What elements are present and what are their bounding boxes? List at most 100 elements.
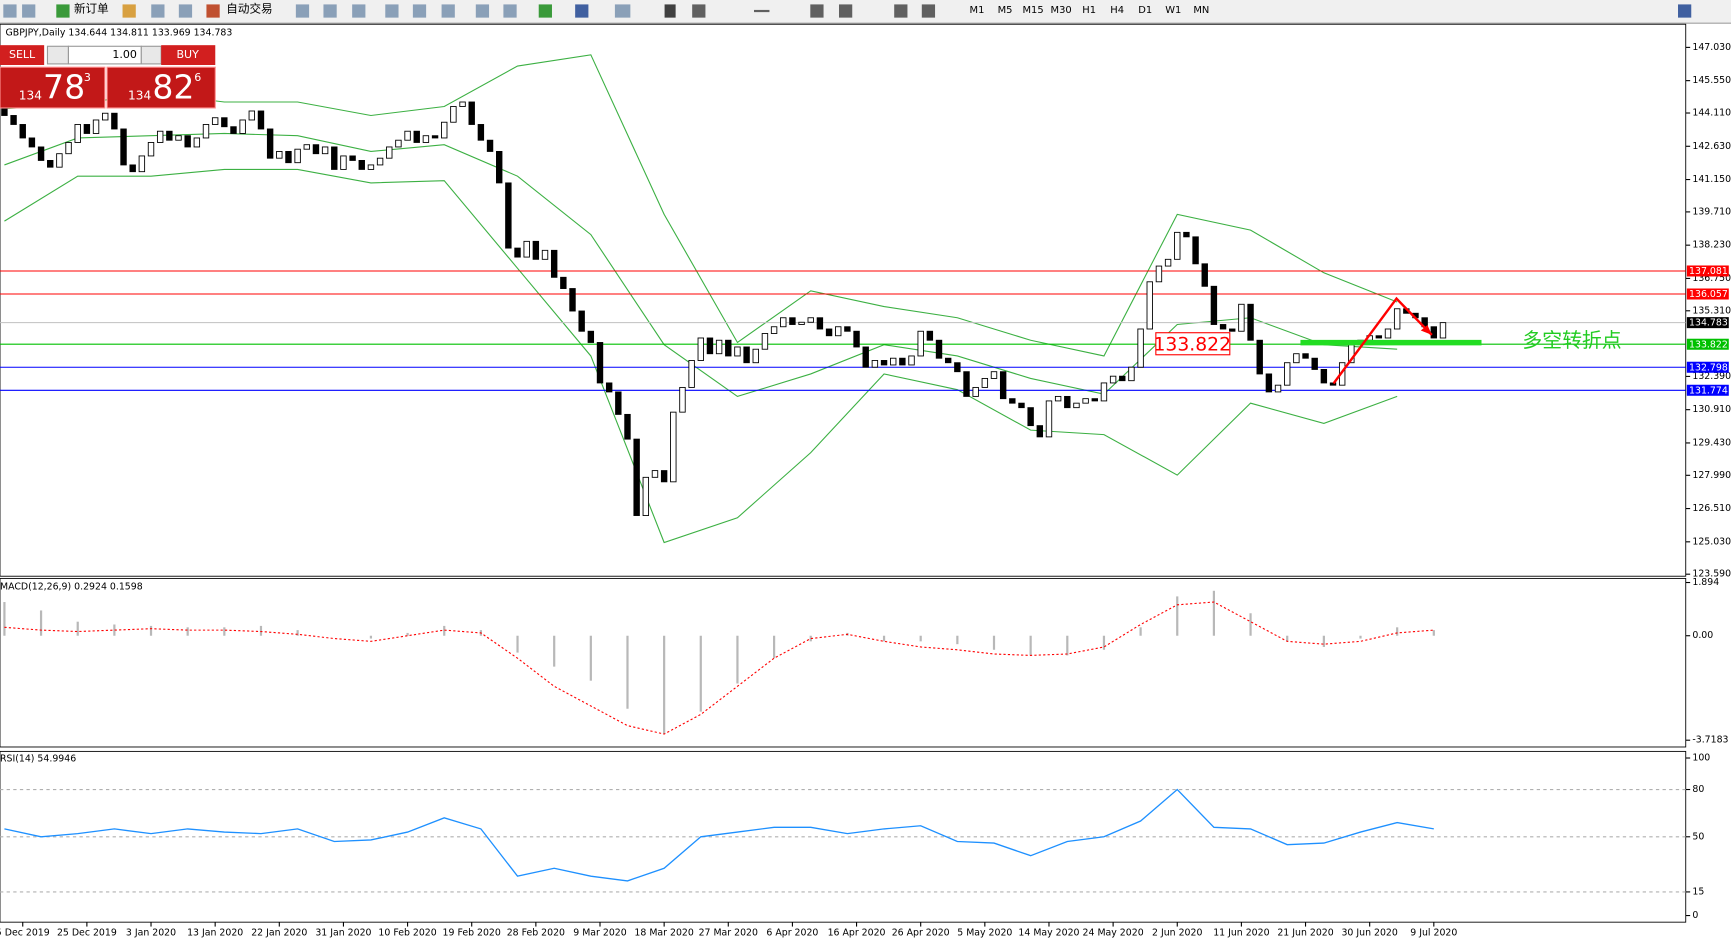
icon[interactable]	[692, 4, 706, 18]
candle	[331, 146, 338, 170]
icon[interactable]	[3, 4, 17, 18]
lot-up[interactable]	[140, 45, 162, 65]
icon[interactable]	[475, 4, 490, 18]
y-tick-label: 136.750	[1692, 273, 1731, 284]
toolbar	[0, 0, 1731, 24]
candle	[816, 317, 824, 330]
price-level-label: 131.774	[1689, 385, 1728, 396]
y-tick-label: 15	[1692, 886, 1704, 897]
icon[interactable]	[575, 4, 589, 18]
candle	[935, 339, 943, 359]
lot-down[interactable]	[46, 45, 69, 65]
timeframe-button[interactable]: M1	[970, 5, 985, 16]
candle	[578, 310, 585, 332]
icon[interactable]	[921, 4, 936, 18]
icon[interactable]	[503, 4, 517, 18]
candle	[1284, 362, 1291, 386]
icon[interactable]	[352, 4, 366, 18]
candle	[560, 276, 567, 289]
candle	[92, 119, 100, 134]
candle	[1274, 384, 1282, 393]
sell-pips[interactable]: 78	[43, 68, 85, 107]
candle	[120, 128, 127, 166]
candle	[47, 159, 54, 168]
timeframe-button[interactable]: W1	[1165, 5, 1181, 16]
icon[interactable]	[664, 4, 676, 18]
auto-trading-button[interactable]: 自动交易	[226, 1, 272, 15]
icon[interactable]	[22, 4, 36, 18]
buy-button[interactable]	[161, 45, 216, 66]
candle	[404, 130, 411, 141]
icon[interactable]	[441, 4, 455, 18]
timeframe-button[interactable]: D1	[1138, 5, 1152, 16]
icon[interactable]	[56, 4, 70, 18]
candle	[990, 371, 998, 379]
sell-fraction[interactable]: 3	[84, 71, 91, 84]
icon[interactable]	[206, 4, 220, 18]
price-annotation: 133.822	[1153, 334, 1231, 355]
y-tick-label: 0	[1692, 910, 1698, 921]
candle	[1091, 398, 1098, 402]
x-tick-label: 30 Jun 2020	[1341, 928, 1397, 939]
candle	[1100, 382, 1108, 402]
candle	[422, 135, 430, 143]
x-tick-label: 5 May 2020	[957, 928, 1012, 939]
icon[interactable]	[614, 4, 631, 18]
candle	[697, 337, 704, 361]
sell-price-box[interactable]	[0, 66, 106, 109]
timeframe-button[interactable]: MN	[1193, 5, 1209, 16]
icon[interactable]	[894, 4, 908, 18]
lot-value[interactable]: 1.00	[112, 48, 137, 61]
candle	[450, 106, 457, 123]
timeframe-button[interactable]: H1	[1082, 5, 1096, 16]
candle	[706, 337, 714, 355]
timeframe-button[interactable]: M15	[1022, 5, 1043, 16]
candle	[825, 328, 833, 337]
icon[interactable]	[323, 4, 337, 18]
candle	[1009, 398, 1016, 404]
chart-title: GBPJPY,Daily 134.644 134.811 133.969 134…	[6, 28, 233, 39]
icon[interactable]	[538, 4, 552, 18]
buy-big-figure[interactable]: 134	[128, 88, 151, 102]
candle	[111, 112, 118, 130]
x-tick-label: 28 Feb 2020	[507, 928, 565, 939]
candle	[413, 130, 420, 143]
icon[interactable]	[1678, 4, 1692, 18]
buy-pips[interactable]: 82	[152, 68, 194, 107]
timeframe-button[interactable]: M5	[998, 5, 1013, 16]
timeframe-button[interactable]: H4	[1110, 5, 1124, 16]
main-panel	[0, 23, 1687, 577]
icon[interactable]	[122, 4, 136, 18]
candle	[743, 346, 750, 364]
candle	[605, 382, 613, 393]
icon[interactable]	[810, 4, 824, 18]
icon[interactable]	[178, 4, 193, 18]
sell-big-figure[interactable]: 134	[19, 88, 42, 102]
icon[interactable]	[839, 4, 853, 18]
candle	[211, 117, 219, 125]
candle	[1018, 402, 1025, 409]
sell-button[interactable]	[0, 45, 45, 66]
sell-label[interactable]: SELL	[9, 48, 36, 61]
candle	[138, 155, 146, 173]
new-order-button[interactable]: 新订单	[74, 1, 109, 15]
icon[interactable]	[754, 9, 770, 13]
icon[interactable]	[412, 4, 427, 18]
icon[interactable]	[151, 4, 165, 18]
candle	[899, 357, 906, 366]
x-tick-label: 26 Apr 2020	[892, 928, 950, 939]
icon[interactable]	[385, 4, 399, 18]
buy-price-box[interactable]	[106, 66, 216, 109]
candle	[761, 333, 769, 350]
buy-label[interactable]: BUY	[176, 48, 199, 61]
buy-fraction[interactable]: 6	[194, 71, 201, 84]
candle	[633, 438, 640, 516]
rsi-title: RSI(14) 54.9946	[0, 754, 76, 765]
x-tick-label: 5 Dec 2019	[0, 928, 50, 939]
icon[interactable]	[295, 4, 310, 18]
timeframe-button[interactable]: M30	[1051, 5, 1072, 16]
x-tick-label: 22 Jan 2020	[251, 928, 307, 939]
arrow-head	[1420, 325, 1432, 335]
x-tick-label: 24 May 2020	[1083, 928, 1144, 939]
candle	[303, 144, 310, 150]
